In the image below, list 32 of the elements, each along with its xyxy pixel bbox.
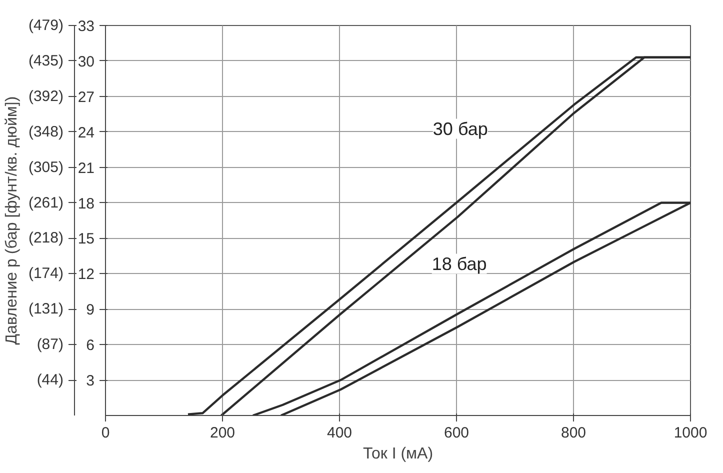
x-tick-label: 1000	[674, 424, 708, 442]
x-tick-label: 0	[101, 424, 110, 442]
y-tick-label: 3	[86, 372, 94, 390]
y-tick-label: 27	[78, 88, 95, 106]
x-tick-label: 600	[444, 424, 470, 442]
y2-tick-label: (392)	[28, 88, 64, 105]
y-tick-label: 12	[78, 266, 95, 284]
annotation: 30 бар	[432, 118, 488, 139]
y2-tick-label: (305)	[28, 158, 64, 176]
y2-tick-label: (131)	[28, 300, 64, 318]
x-axis-title: Ток I (мА)	[362, 446, 434, 462]
annotation: 18 бар	[432, 254, 487, 274]
x-tick-label: 800	[560, 424, 586, 442]
y2-tick-label: (44)	[36, 372, 64, 389]
y-tick-label: 6	[86, 337, 94, 354]
y-tick-label: 18	[78, 195, 95, 212]
y-tick-label: 24	[78, 124, 95, 142]
y-tick-label: 9	[86, 302, 94, 319]
y-tick-label: 21	[78, 160, 95, 177]
x-tick-label: 400	[326, 424, 352, 442]
y-tick-label: 30	[78, 53, 95, 70]
y-tick-label: 33	[78, 18, 95, 35]
y2-tick-label: (87)	[36, 336, 64, 354]
y2-tick-label: (261)	[28, 194, 64, 212]
y2-tick-label: (218)	[28, 230, 64, 247]
y2-tick-label: (174)	[28, 265, 64, 282]
y-tick-label: 15	[78, 230, 95, 248]
y2-tick-label: (435)	[28, 52, 64, 70]
x-tick-label: 200	[210, 424, 236, 442]
y2-axis-title: Давление p (бар [фунт/кв. дюйм])	[3, 96, 20, 345]
y2-tick-label: (348)	[28, 123, 64, 140]
y2-tick-label: (479)	[28, 17, 64, 34]
